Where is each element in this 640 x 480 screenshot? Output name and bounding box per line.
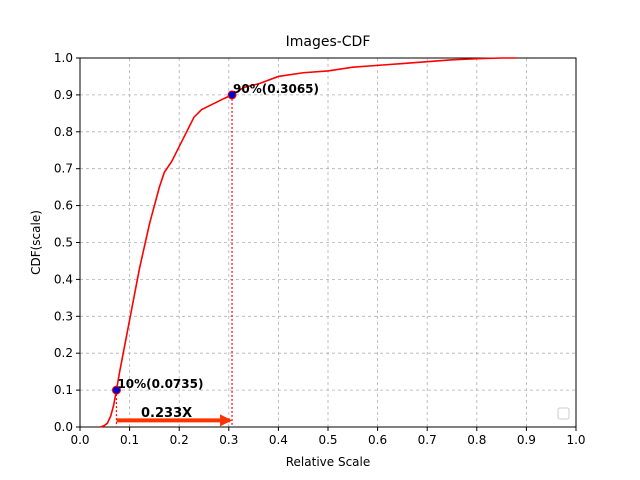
x-tick-label: 0.7: [418, 433, 437, 447]
x-tick-label: 0.2: [170, 433, 189, 447]
chart-title: Images-CDF: [286, 34, 371, 50]
legend-box: [557, 407, 570, 420]
percentile-point-label: 90%(0.3065): [233, 82, 319, 96]
y-tick-label: 0.9: [54, 88, 73, 102]
x-tick-label: 0.6: [368, 433, 387, 447]
percentile-point: [111, 385, 121, 395]
x-axis-label: Relative Scale: [286, 455, 371, 469]
x-tick-label: 0.5: [318, 433, 337, 447]
y-tick-label: 0.4: [54, 272, 73, 286]
x-tick-label: 0.3: [219, 433, 238, 447]
ratio-annotation: 0.233X: [141, 406, 192, 421]
y-tick-label: 0.7: [54, 162, 73, 176]
y-tick-label: 0.6: [54, 199, 73, 213]
x-tick-label: 0.0: [70, 433, 89, 447]
x-tick-label: 0.1: [120, 433, 139, 447]
y-axis-label: CDF(scale): [29, 210, 43, 275]
percentile-point-label: 10%(0.0735): [117, 377, 203, 391]
y-tick-label: 0.8: [54, 125, 73, 139]
x-tick-label: 0.8: [467, 433, 486, 447]
y-tick-label: 0.5: [54, 236, 73, 250]
x-tick-label: 0.9: [517, 433, 536, 447]
x-tick-label: 1.0: [566, 433, 585, 447]
y-tick-label: 0.0: [54, 420, 73, 434]
x-tick-label: 0.4: [269, 433, 288, 447]
y-tick-label: 0.3: [54, 309, 73, 323]
cdf-series-line: [99, 57, 517, 428]
y-tick-label: 1.0: [54, 51, 73, 65]
y-tick-label: 0.1: [54, 383, 73, 397]
percentile-point: [227, 90, 237, 100]
y-tick-label: 0.2: [54, 346, 73, 360]
